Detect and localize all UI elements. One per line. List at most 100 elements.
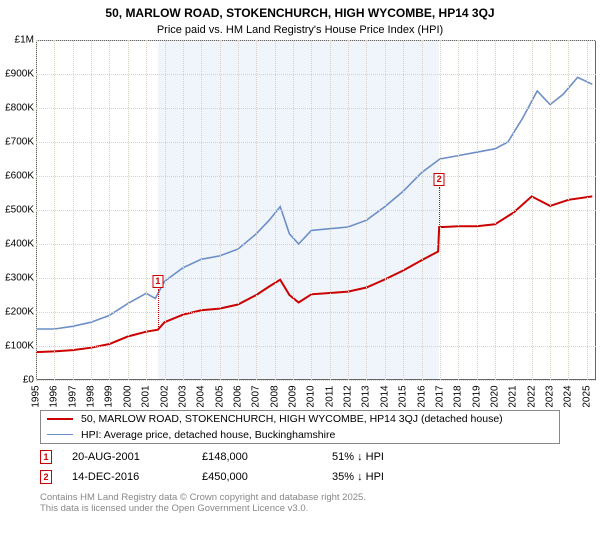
gridline-vertical [275, 40, 276, 380]
gridline-horizontal [36, 40, 596, 41]
xtick-label: 2016 [416, 385, 427, 407]
xtick-label: 2006 [232, 385, 243, 407]
gridline-vertical [54, 40, 55, 380]
xtick-label: 2018 [453, 385, 464, 407]
ytick-label: £400K [0, 238, 34, 249]
xtick-label: 2003 [177, 385, 188, 407]
sale-date: 20-AUG-2001 [72, 451, 202, 463]
sale-marker-1: 1 [152, 275, 163, 288]
gridline-vertical [366, 40, 367, 380]
xtick-label: 2011 [324, 385, 335, 407]
legend-label-price: 50, MARLOW ROAD, STOKENCHURCH, HIGH WYCO… [81, 413, 503, 425]
gridline-vertical [146, 40, 147, 380]
series-line-price [36, 196, 592, 352]
sale-row-marker: 2 [40, 470, 52, 484]
sale-marker-guide [158, 289, 159, 329]
sale-date: 14-DEC-2016 [72, 471, 202, 483]
legend-swatch-price [47, 418, 73, 420]
xtick-label: 1997 [67, 385, 78, 407]
gridline-horizontal [36, 74, 596, 75]
footer: Contains HM Land Registry data © Crown c… [40, 492, 600, 516]
sale-marker-guide [439, 187, 440, 227]
xtick-label: 2007 [251, 385, 262, 407]
legend-row-hpi: HPI: Average price, detached house, Buck… [41, 427, 559, 443]
chart-title: 50, MARLOW ROAD, STOKENCHURCH, HIGH WYCO… [0, 0, 600, 24]
xtick-label: 2019 [471, 385, 482, 407]
xtick-label: 2008 [269, 385, 280, 407]
chart-container: 50, MARLOW ROAD, STOKENCHURCH, HIGH WYCO… [0, 0, 600, 560]
xtick-label: 1999 [104, 385, 115, 407]
xtick-label: 2014 [379, 385, 390, 407]
gridline-vertical [422, 40, 423, 380]
ytick-label: £700K [0, 136, 34, 147]
sale-row: 120-AUG-2001£148,00051% ↓ HPI [40, 450, 600, 464]
gridline-vertical [403, 40, 404, 380]
xtick-label: 2010 [306, 385, 317, 407]
sales-table: 120-AUG-2001£148,00051% ↓ HPI 2 14-DEC-201… [0, 450, 600, 484]
gridline-vertical [256, 40, 257, 380]
gridline-vertical [91, 40, 92, 380]
xtick-label: 2005 [214, 385, 225, 407]
gridline-horizontal [36, 278, 596, 279]
ytick-label: £600K [0, 170, 34, 181]
xtick-label: 2025 [581, 385, 592, 407]
gridline-vertical [458, 40, 459, 380]
xtick-label: 1996 [49, 385, 60, 407]
sale-diff: 51% ↓ HPI [332, 451, 462, 463]
legend: 50, MARLOW ROAD, STOKENCHURCH, HIGH WYCO… [40, 410, 560, 444]
gridline-vertical [73, 40, 74, 380]
gridline-vertical [550, 40, 551, 380]
gridline-horizontal [36, 346, 596, 347]
gridline-vertical [109, 40, 110, 380]
xtick-label: 2002 [159, 385, 170, 407]
gridline-horizontal [36, 312, 596, 313]
gridline-horizontal [36, 176, 596, 177]
series-line-hpi [36, 77, 592, 329]
gridline-vertical [587, 40, 588, 380]
legend-row-price: 50, MARLOW ROAD, STOKENCHURCH, HIGH WYCO… [41, 411, 559, 427]
gridline-vertical [36, 40, 37, 380]
gridline-vertical [201, 40, 202, 380]
gridline-horizontal [36, 210, 596, 211]
gridline-horizontal [36, 142, 596, 143]
ytick-label: £800K [0, 102, 34, 113]
ytick-label: £1M [0, 34, 34, 45]
xtick-label: 2001 [141, 385, 152, 407]
footer-line1: Contains HM Land Registry data © Crown c… [40, 492, 600, 504]
gridline-vertical [128, 40, 129, 380]
sale-price: £148,000 [202, 451, 332, 463]
gridline-vertical [165, 40, 166, 380]
xtick-label: 2000 [122, 385, 133, 407]
gridline-horizontal [36, 108, 596, 109]
ytick-label: £100K [0, 340, 34, 351]
sale-row: 2 14-DEC-2016£450,00035% ↓ HPI [40, 470, 600, 484]
gridline-vertical [220, 40, 221, 380]
gridline-vertical [477, 40, 478, 380]
gridline-vertical [495, 40, 496, 380]
xtick-label: 1998 [86, 385, 97, 407]
xtick-label: 2022 [526, 385, 537, 407]
ytick-label: £0 [0, 374, 34, 385]
sale-marker-2: 2 [434, 173, 445, 186]
ytick-label: £200K [0, 306, 34, 317]
gridline-vertical [348, 40, 349, 380]
gridline-vertical [385, 40, 386, 380]
gridline-vertical [568, 40, 569, 380]
xtick-label: 2024 [563, 385, 574, 407]
xtick-label: 2015 [398, 385, 409, 407]
xtick-label: 2013 [361, 385, 372, 407]
xtick-label: 2023 [545, 385, 556, 407]
xtick-label: 2012 [343, 385, 354, 407]
gridline-horizontal [36, 244, 596, 245]
sale-diff: 35% ↓ HPI [332, 471, 462, 483]
ytick-label: £900K [0, 68, 34, 79]
sale-price: £450,000 [202, 471, 332, 483]
xtick-label: 2021 [508, 385, 519, 407]
gridline-vertical [293, 40, 294, 380]
chart-subtitle: Price paid vs. HM Land Registry's House … [0, 24, 600, 40]
xtick-label: 1995 [31, 385, 42, 407]
xtick-label: 2020 [490, 385, 501, 407]
gridline-vertical [311, 40, 312, 380]
gridline-vertical [183, 40, 184, 380]
ytick-label: £500K [0, 204, 34, 215]
